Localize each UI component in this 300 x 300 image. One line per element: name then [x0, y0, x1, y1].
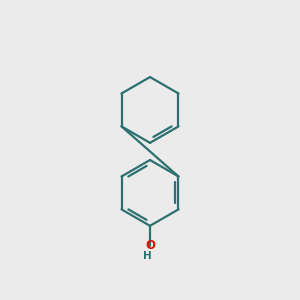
- Text: O: O: [145, 239, 155, 252]
- Text: H: H: [143, 251, 152, 261]
